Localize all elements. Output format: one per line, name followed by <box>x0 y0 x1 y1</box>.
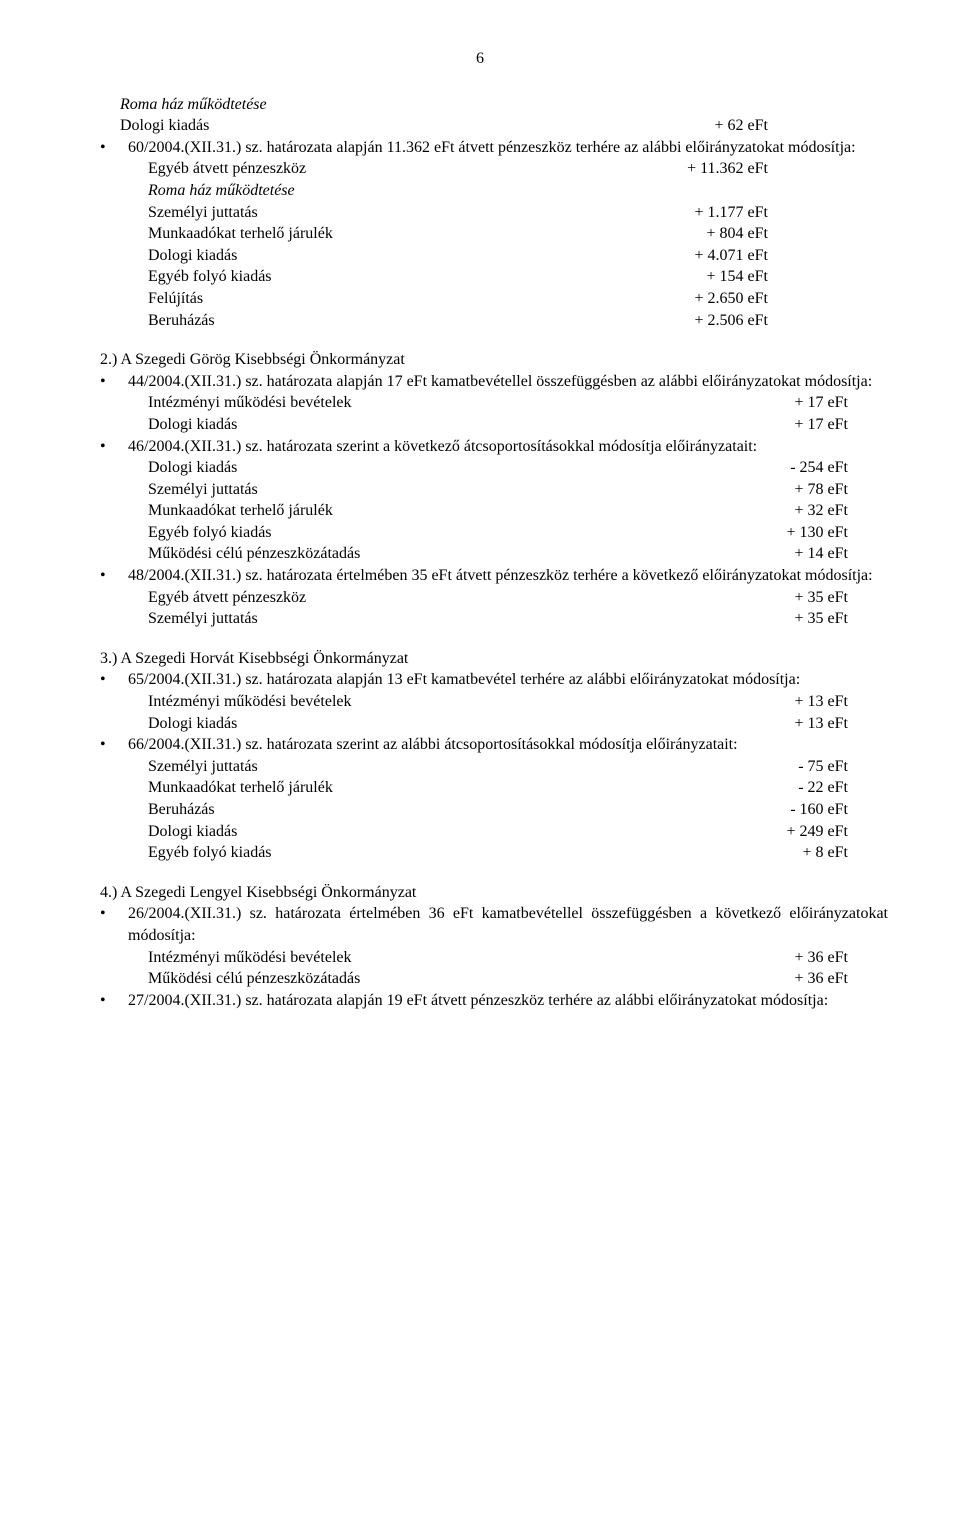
value: + 154 eFt <box>707 266 768 288</box>
label: Munkaadókat terhelő járulék <box>148 777 333 799</box>
value: + 17 eFt <box>795 392 848 414</box>
bullet-item: 26/2004.(XII.31.) sz. határozata értelmé… <box>100 903 888 989</box>
value: - 75 eFt <box>798 756 848 778</box>
value: + 249 eFt <box>787 821 848 843</box>
bullet-item: 48/2004.(XII.31.) sz. határozata értelmé… <box>100 565 888 630</box>
value: + 62 eFt <box>715 115 768 137</box>
label: Egyéb folyó kiadás <box>148 842 272 864</box>
label: Működési célú pénzeszközátadás <box>148 543 360 565</box>
roma-heading-2: Roma ház működtetése <box>128 180 888 202</box>
label: Felújítás <box>148 288 203 310</box>
bullet-text: 48/2004.(XII.31.) sz. határozata értelmé… <box>128 565 888 587</box>
value: - 160 eFt <box>790 799 848 821</box>
label: Dologi kiadás <box>148 245 237 267</box>
label: Dologi kiadás <box>148 457 237 479</box>
label: Intézményi működési bevételek <box>148 392 351 414</box>
section-2-title: 2.) A Szegedi Görög Kisebbségi Önkormány… <box>100 349 888 371</box>
value: + 14 eFt <box>795 543 848 565</box>
value: + 2.650 eFt <box>695 288 768 310</box>
page-number: 6 <box>72 48 888 70</box>
bullet-item: 66/2004.(XII.31.) sz. határozata szerint… <box>100 734 888 864</box>
bullet-item: 65/2004.(XII.31.) sz. határozata alapján… <box>100 669 888 734</box>
bullet-text: 46/2004.(XII.31.) sz. határozata szerint… <box>128 436 888 458</box>
value: + 2.506 eFt <box>695 310 768 332</box>
label: Beruházás <box>148 310 215 332</box>
value: + 36 eFt <box>795 947 848 969</box>
label: Dologi kiadás <box>148 821 237 843</box>
bullet-item: 60/2004.(XII.31.) sz. határozata alapján… <box>100 137 888 331</box>
label: Egyéb folyó kiadás <box>148 522 272 544</box>
value: - 22 eFt <box>798 777 848 799</box>
label: Személyi juttatás <box>148 479 258 501</box>
bullet-text: 66/2004.(XII.31.) sz. határozata szerint… <box>128 734 888 756</box>
label: Dologi kiadás <box>148 414 237 436</box>
value: + 1.177 eFt <box>695 202 768 224</box>
value: + 804 eFt <box>707 223 768 245</box>
value: + 35 eFt <box>795 608 848 630</box>
value: + 13 eFt <box>795 713 848 735</box>
value: + 78 eFt <box>795 479 848 501</box>
label: Dologi kiadás <box>148 713 237 735</box>
label: Intézményi működési bevételek <box>148 691 351 713</box>
label: Egyéb folyó kiadás <box>148 266 272 288</box>
bullet-text: 26/2004.(XII.31.) sz. határozata értelmé… <box>128 903 888 946</box>
label: Beruházás <box>148 799 215 821</box>
bullet-item: 27/2004.(XII.31.) sz. határozata alapján… <box>100 990 888 1012</box>
label: Munkaadókat terhelő járulék <box>148 223 333 245</box>
value: + 17 eFt <box>795 414 848 436</box>
bullet-item: 44/2004.(XII.31.) sz. határozata alapján… <box>100 371 888 436</box>
value: - 254 eFt <box>790 457 848 479</box>
value: + 11.362 eFt <box>687 158 768 180</box>
value: + 32 eFt <box>795 500 848 522</box>
label: Egyéb átvett pénzeszköz <box>148 158 306 180</box>
label: Intézményi működési bevételek <box>148 947 351 969</box>
bullet-text: 44/2004.(XII.31.) sz. határozata alapján… <box>128 371 888 393</box>
label: Dologi kiadás <box>120 115 209 137</box>
label: Működési célú pénzeszközátadás <box>148 968 360 990</box>
label: Egyéb átvett pénzeszköz <box>148 587 306 609</box>
value: + 4.071 eFt <box>695 245 768 267</box>
bullet-text: 27/2004.(XII.31.) sz. határozata alapján… <box>128 990 888 1012</box>
bullet-item: 46/2004.(XII.31.) sz. határozata szerint… <box>100 436 888 566</box>
label: Személyi juttatás <box>148 608 258 630</box>
section-3-title: 3.) A Szegedi Horvát Kisebbségi Önkormán… <box>100 648 888 670</box>
value: + 130 eFt <box>787 522 848 544</box>
value: + 13 eFt <box>795 691 848 713</box>
value: + 35 eFt <box>795 587 848 609</box>
bullet-text: 60/2004.(XII.31.) sz. határozata alapján… <box>128 137 888 159</box>
value: + 36 eFt <box>795 968 848 990</box>
roma-heading-1: Roma ház működtetése <box>72 94 888 116</box>
label: Személyi juttatás <box>148 756 258 778</box>
value: + 8 eFt <box>803 842 848 864</box>
bullet-text: 65/2004.(XII.31.) sz. határozata alapján… <box>128 669 888 691</box>
label: Munkaadókat terhelő járulék <box>148 500 333 522</box>
label: Személyi juttatás <box>148 202 258 224</box>
section-4-title: 4.) A Szegedi Lengyel Kisebbségi Önkormá… <box>100 882 888 904</box>
